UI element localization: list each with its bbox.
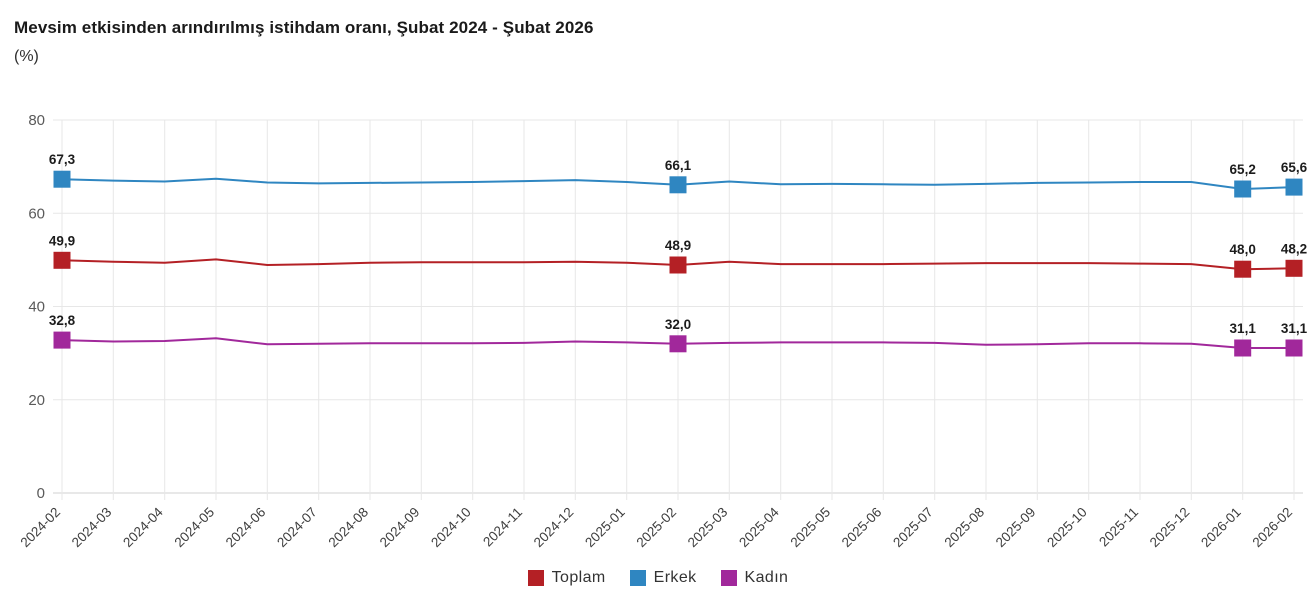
x-tick-label: 2025-10: [1044, 505, 1090, 551]
y-tick-label: 80: [28, 112, 45, 129]
y-tick-label: 20: [28, 392, 45, 409]
data-label: 31,1: [1230, 321, 1257, 336]
legend-item-kadin[interactable]: Kadın: [720, 569, 789, 587]
kadin-series-swatch-icon: [720, 570, 737, 586]
series-marker-toplam[interactable]: [1285, 259, 1303, 277]
y-tick-label: 40: [28, 299, 45, 316]
x-tick-label: 2025-04: [736, 504, 782, 550]
x-tick-label: 2024-12: [531, 505, 577, 551]
data-label: 31,1: [1281, 321, 1308, 336]
series-marker-toplam[interactable]: [1234, 260, 1252, 278]
data-label: 65,6: [1281, 160, 1308, 175]
x-tick-label: 2025-07: [890, 505, 936, 551]
x-tick-label: 2025-01: [582, 505, 628, 551]
data-label: 66,1: [665, 158, 692, 173]
x-tick-label: 2026-02: [1249, 505, 1295, 551]
x-tick-label: 2025-02: [633, 505, 679, 551]
series-marker-toplam[interactable]: [669, 256, 687, 274]
x-tick-label: 2024-05: [171, 505, 217, 551]
x-tick-label: 2024-09: [377, 505, 423, 551]
data-label: 48,2: [1281, 241, 1307, 256]
series-marker-kadın[interactable]: [669, 335, 687, 353]
y-tick-label: 60: [28, 205, 45, 222]
data-label: 48,0: [1230, 242, 1256, 257]
data-label: 48,9: [665, 238, 691, 253]
series-marker-erkek[interactable]: [1234, 180, 1252, 198]
series-marker-erkek[interactable]: [1285, 178, 1303, 196]
legend-item-toplam[interactable]: Toplam: [527, 569, 606, 587]
series-marker-toplam[interactable]: [53, 251, 71, 269]
y-tick-label: 0: [37, 485, 45, 502]
x-tick-label: 2024-10: [428, 505, 474, 551]
legend-label: Kadın: [744, 569, 789, 586]
x-tick-label: 2026-01: [1198, 505, 1244, 551]
chart-header: Mevsim etkisinden arındırılmış istihdam …: [0, 0, 1316, 66]
x-tick-label: 2024-03: [69, 505, 115, 551]
x-tick-label: 2024-04: [120, 504, 166, 550]
x-tick-label: 2024-11: [480, 505, 525, 550]
x-tick-label: 2025-05: [787, 505, 833, 551]
x-tick-label: 2025-09: [993, 505, 1039, 551]
chart-legend: Toplam Erkek Kadın: [0, 569, 1316, 587]
toplam-series-swatch-icon: [527, 570, 544, 586]
data-label: 67,3: [49, 152, 76, 167]
series-marker-erkek[interactable]: [669, 176, 687, 194]
x-tick-label: 2025-08: [941, 505, 987, 551]
x-tick-label: 2024-08: [325, 505, 371, 551]
legend-item-erkek[interactable]: Erkek: [629, 569, 697, 587]
legend-label: Erkek: [653, 569, 697, 586]
series-marker-erkek[interactable]: [53, 170, 71, 188]
x-tick-label: 2024-07: [274, 505, 320, 551]
x-tick-label: 2025-11: [1096, 505, 1141, 550]
x-tick-label: 2025-06: [839, 505, 885, 551]
series-marker-kadın[interactable]: [1234, 339, 1252, 357]
legend-label: Toplam: [551, 569, 606, 586]
data-label: 49,9: [49, 233, 75, 248]
series-marker-kadın[interactable]: [53, 331, 71, 349]
chart-unit-label: (%): [14, 48, 39, 65]
data-label: 32,0: [665, 317, 691, 332]
data-label: 32,8: [49, 313, 76, 328]
x-tick-label: 2024-06: [223, 505, 269, 551]
page-title: Mevsim etkisinden arındırılmış istihdam …: [14, 18, 594, 37]
x-tick-label: 2025-12: [1147, 505, 1193, 551]
erkek-series-swatch-icon: [629, 570, 646, 586]
x-tick-label: 2025-03: [685, 505, 731, 551]
x-tick-label: 2024-02: [17, 505, 63, 551]
series-marker-kadın[interactable]: [1285, 339, 1303, 357]
data-label: 65,2: [1230, 162, 1256, 177]
